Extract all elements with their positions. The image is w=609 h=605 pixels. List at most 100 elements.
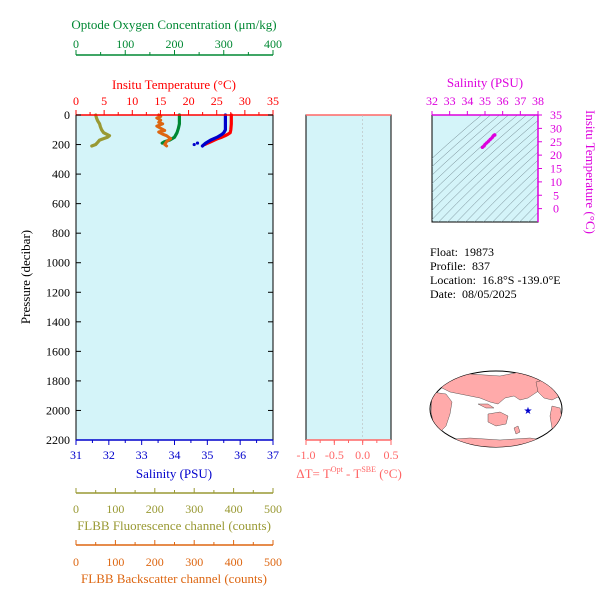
ts-x-tick-label: 37 xyxy=(514,94,526,108)
pressure-tick-label: 400 xyxy=(52,167,70,181)
delta-t-axis-title: ΔT= TOpt - TSBE (°C) xyxy=(296,465,402,481)
salinity-axis-title: Salinity (PSU) xyxy=(136,466,212,481)
ts-isopycnal-line xyxy=(465,151,538,222)
pressure-tick-label: 1800 xyxy=(46,374,70,388)
salinity-tick-label: 31 xyxy=(70,448,82,462)
temperature-tick-layer: 0 5 10 15 20 25 30 35 xyxy=(73,94,279,115)
ts-isopycnal-line xyxy=(432,115,491,167)
ts-temperature-axis-title: Insitu Temperature (°C) xyxy=(583,110,598,234)
backscatter-tick-label: 300 xyxy=(185,555,203,569)
backscatter-tick-label: 0 xyxy=(73,555,79,569)
temperature-tick-label: 35 xyxy=(267,94,279,108)
fluorescence-tick-label: 500 xyxy=(264,502,282,516)
ts-x-tick-label: 33 xyxy=(444,94,456,108)
world-map: ★ xyxy=(429,370,563,448)
location-value: 16.8°S -139.0°E xyxy=(481,273,561,287)
float-value: 19873 xyxy=(464,245,495,259)
salinity-tick-label: 32 xyxy=(103,448,115,462)
oxygen-tick-label: 300 xyxy=(215,37,233,51)
salinity-tick-label: 33 xyxy=(136,448,148,462)
temperature-tick-label: 30 xyxy=(239,94,251,108)
ts-x-tick-label: 34 xyxy=(461,94,473,108)
salinity-point xyxy=(195,141,200,145)
date-row: Date: 08/05/2025 xyxy=(430,287,561,301)
ts-isopycnal-line xyxy=(432,120,538,220)
salinity-tick-label: 34 xyxy=(169,448,181,462)
ts-isopycnal-line xyxy=(474,159,538,222)
ts-panel xyxy=(431,114,539,223)
fluorescence-axis-title: FLBB Fluorescence channel (counts) xyxy=(77,518,271,533)
float-info: Float: 19873 Profile: 837 Location: 16.8… xyxy=(430,245,561,301)
oxygen-tick-label: 0 xyxy=(73,37,79,51)
pressure-axis-title: Pressure (decibar) xyxy=(18,230,33,324)
salinity-tick-label: 37 xyxy=(267,448,279,462)
oxygen-tick-layer: 0 100 200 300 400 xyxy=(73,37,282,55)
delta-t-tick-label: 0.0 xyxy=(355,448,370,462)
delta-t-title-sup1: Opt xyxy=(331,465,344,474)
ts-y-tick-label: 35 xyxy=(550,108,562,122)
pressure-tick-label: 0 xyxy=(64,108,70,122)
salinity-tick-label: 35 xyxy=(201,448,213,462)
ts-isopycnal-line xyxy=(447,135,538,222)
ts-y-tick-label: 25 xyxy=(550,135,562,149)
fluorescence-profile-line xyxy=(90,113,112,148)
float-label: Float: xyxy=(430,245,459,259)
salinity-tick-layer: 31 32 33 34 35 36 37 xyxy=(70,440,279,462)
ts-x-tick-label: 38 xyxy=(532,94,544,108)
ts-isopycnal-line xyxy=(432,115,509,184)
oxygen-tick-label: 200 xyxy=(166,37,184,51)
date-value: 08/05/2025 xyxy=(462,287,517,301)
ts-isopycnal-line xyxy=(432,115,536,211)
date-label: Date: xyxy=(430,287,456,301)
pressure-tick-label: 200 xyxy=(52,138,70,152)
temperature-tick-label: 10 xyxy=(126,94,138,108)
temperature-axis-title: Insitu Temperature (°C) xyxy=(112,77,236,92)
oxygen-tick-label: 400 xyxy=(264,37,282,51)
ts-isopycnal-line xyxy=(438,127,538,222)
delta-t-title-main: ΔT= T xyxy=(296,466,331,481)
delta-t-tick-layer: -1.0 -0.5 0.0 0.5 xyxy=(297,440,399,462)
backscatter-profile-line xyxy=(155,113,173,148)
ts-x-tick-label: 32 xyxy=(426,94,438,108)
map-africa xyxy=(430,391,453,433)
temperature-tick-label: 20 xyxy=(183,94,195,108)
ts-isopycnal-line xyxy=(432,115,518,193)
profile-label: Profile: xyxy=(430,259,466,273)
delta-t-title-unit: (°C) xyxy=(376,466,402,481)
delta-t-panel xyxy=(305,114,392,441)
backscatter-tick-label: 400 xyxy=(225,555,243,569)
fluorescence-tick-label: 100 xyxy=(106,502,124,516)
backscatter-tick-label: 200 xyxy=(146,555,164,569)
backscatter-tick-label: 500 xyxy=(264,555,282,569)
fluorescence-tick-label: 300 xyxy=(185,502,203,516)
float-row: Float: 19873 xyxy=(430,245,561,259)
backscatter-tick-label: 100 xyxy=(106,555,124,569)
profile-panel xyxy=(75,114,274,441)
ts-y-tick-label: 5 xyxy=(553,188,559,202)
ts-isopycnal-line xyxy=(432,115,500,176)
fluorescence-tick-label: 0 xyxy=(73,502,79,516)
fluorescence-tick-label: 200 xyxy=(146,502,164,516)
oxygen-axis-title: Optode Oxygen Concentration (μm/kg) xyxy=(71,17,276,32)
pressure-tick-layer: 0 200 400 600 800 1000 1200 1400 1600 1800 2000 220… xyxy=(46,108,273,447)
backscatter-tick-layer: 0 100 200 300 400 500 xyxy=(73,540,282,569)
ts-y-tick-label: 0 xyxy=(553,202,559,216)
temperature-tick-label: 25 xyxy=(211,94,223,108)
ts-y-tick-label: 10 xyxy=(550,175,562,189)
pressure-tick-label: 1400 xyxy=(46,315,70,329)
temperature-tick-label: 5 xyxy=(101,94,107,108)
ts-x-tick-label: 36 xyxy=(497,94,509,108)
location-row: Location: 16.8°S -139.0°E xyxy=(430,273,561,287)
pressure-tick-label: 2200 xyxy=(46,433,70,447)
ts-point xyxy=(480,145,484,149)
delta-t-tick-label: 0.5 xyxy=(384,448,399,462)
delta-t-title-sup2: SBE xyxy=(361,465,376,474)
pressure-tick-label: 1600 xyxy=(46,344,70,358)
ts-y-tick-label: 15 xyxy=(550,162,562,176)
delta-t-tick-label: -1.0 xyxy=(297,448,316,462)
ts-y-tick-label: 20 xyxy=(550,148,562,162)
salinity-profile-line xyxy=(200,113,227,148)
map-new-zealand xyxy=(513,425,521,435)
